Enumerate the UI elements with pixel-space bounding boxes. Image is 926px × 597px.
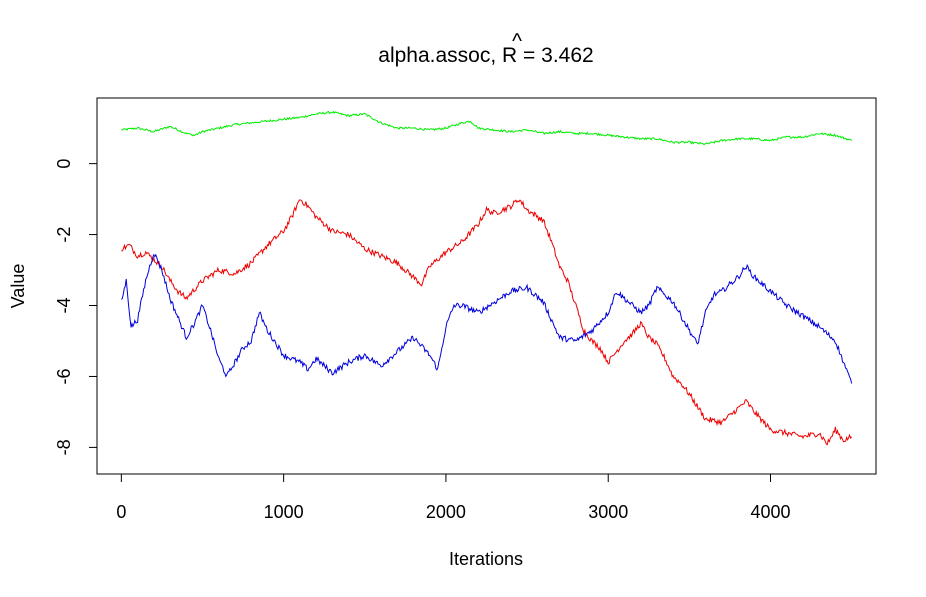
y-tick-label: -8 (54, 439, 74, 455)
y-axis-title: Value (8, 264, 28, 309)
series-line-3 (120, 253, 853, 384)
series-layer (120, 110, 853, 446)
x-tick-label: 0 (116, 502, 126, 522)
x-tick-label: 1000 (264, 502, 304, 522)
title-prefix: alpha.assoc, (378, 44, 502, 67)
title-eq: = (517, 44, 541, 67)
title-stat: R (502, 44, 517, 67)
series-line-1 (121, 110, 853, 146)
y-tick-label: -4 (54, 298, 74, 314)
chart-title: alpha.assoc, R = 3.462 (378, 44, 593, 67)
title-hat: ^ (512, 30, 522, 53)
y-tick-label: -6 (54, 368, 74, 384)
series-line-2 (121, 199, 853, 446)
x-tick-label: 3000 (588, 502, 628, 522)
x-axis: 0 1000 2000 3000 4000 (116, 473, 791, 522)
x-tick-label: 4000 (750, 502, 790, 522)
plot-frame (96, 97, 877, 475)
y-tick-label: -2 (54, 227, 74, 243)
x-axis-title: Iterations (449, 549, 523, 569)
y-tick-label: 0 (54, 159, 74, 169)
x-tick-label: 2000 (426, 502, 466, 522)
title-value: 3.462 (541, 44, 594, 67)
y-axis: 0 -2 -4 -6 -8 (54, 159, 98, 455)
